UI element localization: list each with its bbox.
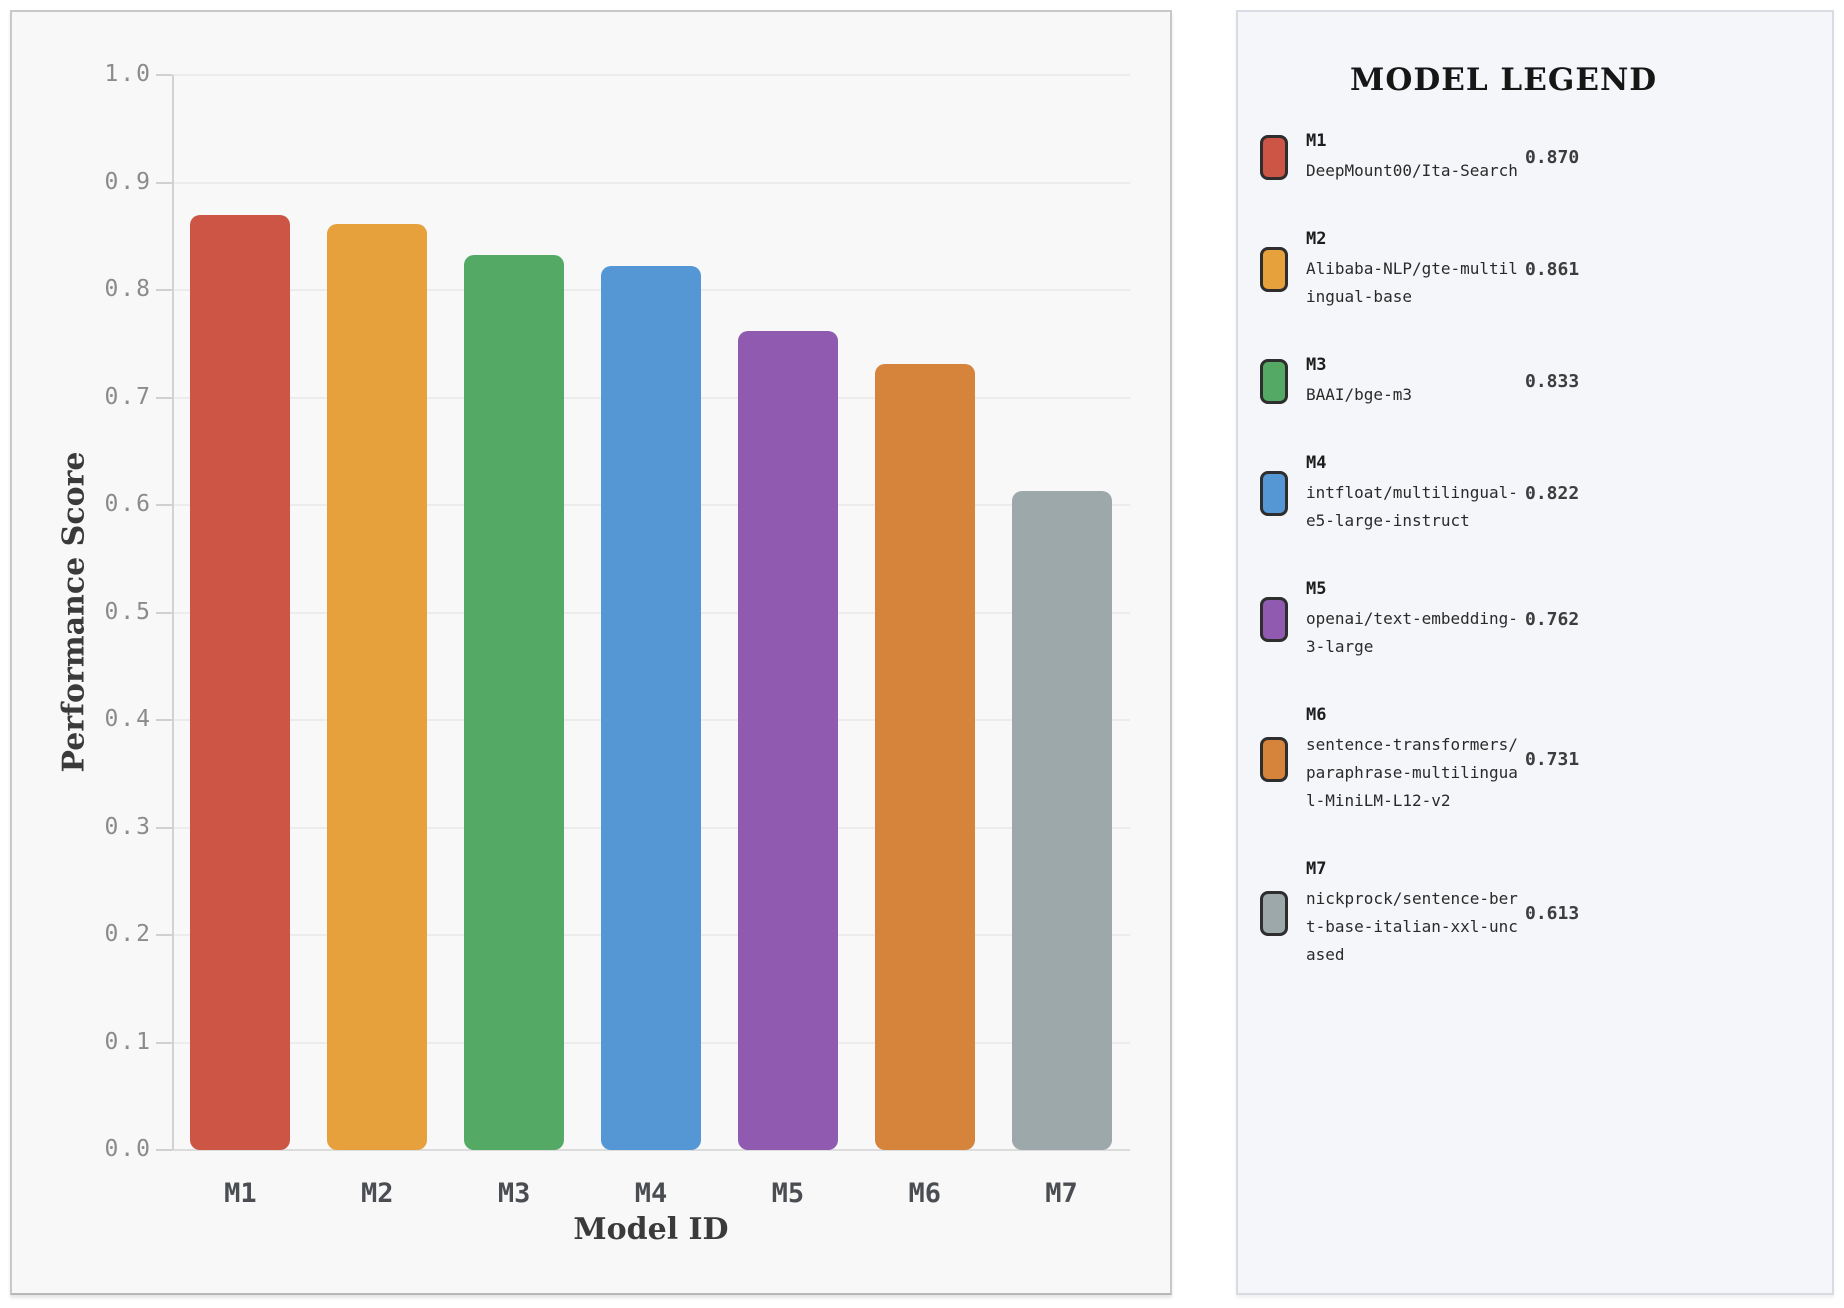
y-axis-label: Performance Score xyxy=(56,451,92,773)
legend-item-M3: M3 BAAI/bge-m3 0.833 xyxy=(1260,354,1814,409)
legend-swatch-M6 xyxy=(1260,737,1288,782)
y-tickmark-0.4 xyxy=(156,719,172,721)
x-tick-label-M7: M7 xyxy=(1045,1178,1078,1209)
legend-score-M5: 0.762 xyxy=(1525,609,1580,630)
legend-text-M2: M2 Alibaba-NLP/gte-multilingual-base xyxy=(1306,228,1519,311)
y-tick-label-0.0: 0.0 xyxy=(104,1136,152,1162)
y-tick-label-0.4: 0.4 xyxy=(104,706,152,732)
bar-M4 xyxy=(601,266,701,1150)
legend-model-id-M3: M3 xyxy=(1306,355,1327,375)
legend-item-M7: M7 nickprock/sentence-bert-base-italian-x… xyxy=(1260,858,1814,969)
y-tickmark-0.7 xyxy=(156,396,172,399)
y-axis-line xyxy=(172,75,174,1150)
legend-swatch-M4 xyxy=(1260,471,1288,516)
y-tick-label-0.9: 0.9 xyxy=(104,168,152,195)
y-tick-label-0.8: 0.8 xyxy=(104,276,152,302)
legend-score-M6: 0.731 xyxy=(1525,749,1580,770)
legend-swatch-M3 xyxy=(1260,359,1288,404)
y-tick-label-0.2: 0.2 xyxy=(104,921,152,947)
legend-item-M6: M6 sentence-transformers/paraphrase-multi… xyxy=(1260,704,1814,815)
y-tickmark-0.1 xyxy=(156,1041,172,1044)
gridline-0.0 xyxy=(172,1149,1130,1151)
gridline-0.9 xyxy=(172,181,1130,184)
bar-M7 xyxy=(1011,491,1112,1150)
y-tickmark-0.0 xyxy=(156,1149,172,1151)
y-tick-label-0.7: 0.7 xyxy=(104,383,152,410)
legend-model-id-M2: M2 xyxy=(1306,229,1327,249)
legend-swatch-M7 xyxy=(1260,891,1288,936)
legend-model-id-M5: M5 xyxy=(1306,579,1327,599)
y-tickmark-0.8 xyxy=(156,289,172,291)
legend-score-M7: 0.613 xyxy=(1525,903,1580,924)
x-tick-label-M1: M1 xyxy=(224,1178,257,1209)
x-tick-label-M3: M3 xyxy=(497,1178,531,1209)
bar-M5 xyxy=(737,330,838,1150)
bar-M2 xyxy=(327,224,428,1150)
legend-text-M4: M4 intfloat/multilingual-e5-large-instruc… xyxy=(1306,452,1519,535)
legend-model-id-M4: M4 xyxy=(1306,453,1327,473)
y-tick-label-0.1: 0.1 xyxy=(104,1028,152,1055)
legend-swatch-M5 xyxy=(1260,597,1288,642)
legend-item-M4: M4 intfloat/multilingual-e5-large-instruc… xyxy=(1260,452,1814,535)
legend-swatch-M2 xyxy=(1260,247,1288,292)
y-tickmark-0.9 xyxy=(156,181,172,184)
x-axis-label: Model ID xyxy=(573,1212,729,1247)
bar-M3 xyxy=(464,254,565,1150)
y-tick-label-1.0: 1.0 xyxy=(104,61,152,87)
bar-chart-panel: 0.0 0.1 0.2 0.3 0.4 0.5 0.6 0.7 0.8 0.9 1.0 M1 M2 M3 M… xyxy=(10,10,1172,1295)
legend-model-name-M7: nickprock/sentence-bert-base-italian-xxl… xyxy=(1306,889,1518,964)
legend-title: MODEL LEGEND xyxy=(1350,62,1658,98)
x-tick-label-M6: M6 xyxy=(908,1178,941,1209)
legend-text-M7: M7 nickprock/sentence-bert-base-italian-x… xyxy=(1306,858,1519,969)
y-tickmark-0.5 xyxy=(156,611,172,614)
bar-M1 xyxy=(190,214,291,1150)
legend-score-M2: 0.861 xyxy=(1525,259,1580,280)
legend-score-M4: 0.822 xyxy=(1525,483,1580,504)
legend-model-name-M6: sentence-transformers/paraphrase-multili… xyxy=(1306,735,1518,810)
legend-model-id-M7: M7 xyxy=(1306,859,1327,879)
legend-model-id-M1: M1 xyxy=(1306,131,1327,151)
y-tickmark-1.0 xyxy=(156,74,172,76)
y-tickmark-0.6 xyxy=(156,504,172,506)
bar-M6 xyxy=(874,364,975,1150)
legend-item-M2: M2 Alibaba-NLP/gte-multilingual-base 0.861 xyxy=(1260,228,1814,311)
y-tick-label-0.5: 0.5 xyxy=(104,598,152,625)
x-tick-label-M5: M5 xyxy=(771,1178,805,1209)
legend-model-name-M2: Alibaba-NLP/gte-multilingual-base xyxy=(1306,259,1518,306)
plot-area: 0.0 0.1 0.2 0.3 0.4 0.5 0.6 0.7 0.8 0.9 1.0 M1 M2 M3 M… xyxy=(12,12,1170,1293)
legend-text-M3: M3 BAAI/bge-m3 xyxy=(1306,354,1519,409)
legend-model-name-M4: intfloat/multilingual-e5-large-instruct xyxy=(1306,483,1518,530)
legend-score-M1: 0.870 xyxy=(1525,147,1580,168)
gridline-1.0 xyxy=(172,74,1130,76)
legend-swatch-M1 xyxy=(1260,135,1288,180)
legend-model-id-M6: M6 xyxy=(1306,705,1327,725)
legend-text-M1: M1 DeepMount00/Ita-Search xyxy=(1306,130,1519,185)
y-tickmark-0.3 xyxy=(156,826,172,829)
legend-score-M3: 0.833 xyxy=(1525,371,1580,392)
legend-model-name-M5: openai/text-embedding-3-large xyxy=(1306,609,1518,656)
model-legend-panel: MODEL LEGEND M1 DeepMount00/Ita-Search 0.8… xyxy=(1236,10,1834,1295)
y-tickmark-0.2 xyxy=(156,934,172,936)
x-tick-label-M4: M4 xyxy=(634,1178,668,1209)
x-tick-label-M2: M2 xyxy=(361,1178,394,1209)
legend-items: M1 DeepMount00/Ita-Search 0.870 M2 Alibaba-N… xyxy=(1260,130,1814,969)
legend-item-M1: M1 DeepMount00/Ita-Search 0.870 xyxy=(1260,130,1814,185)
legend-model-name-M3: BAAI/bge-m3 xyxy=(1306,385,1412,404)
y-tick-label-0.6: 0.6 xyxy=(104,491,152,517)
y-tick-label-0.3: 0.3 xyxy=(104,813,152,840)
legend-text-M5: M5 openai/text-embedding-3-large xyxy=(1306,578,1519,661)
legend-text-M6: M6 sentence-transformers/paraphrase-multi… xyxy=(1306,704,1519,815)
legend-item-M5: M5 openai/text-embedding-3-large 0.762 xyxy=(1260,578,1814,661)
legend-model-name-M1: DeepMount00/Ita-Search xyxy=(1306,161,1518,180)
